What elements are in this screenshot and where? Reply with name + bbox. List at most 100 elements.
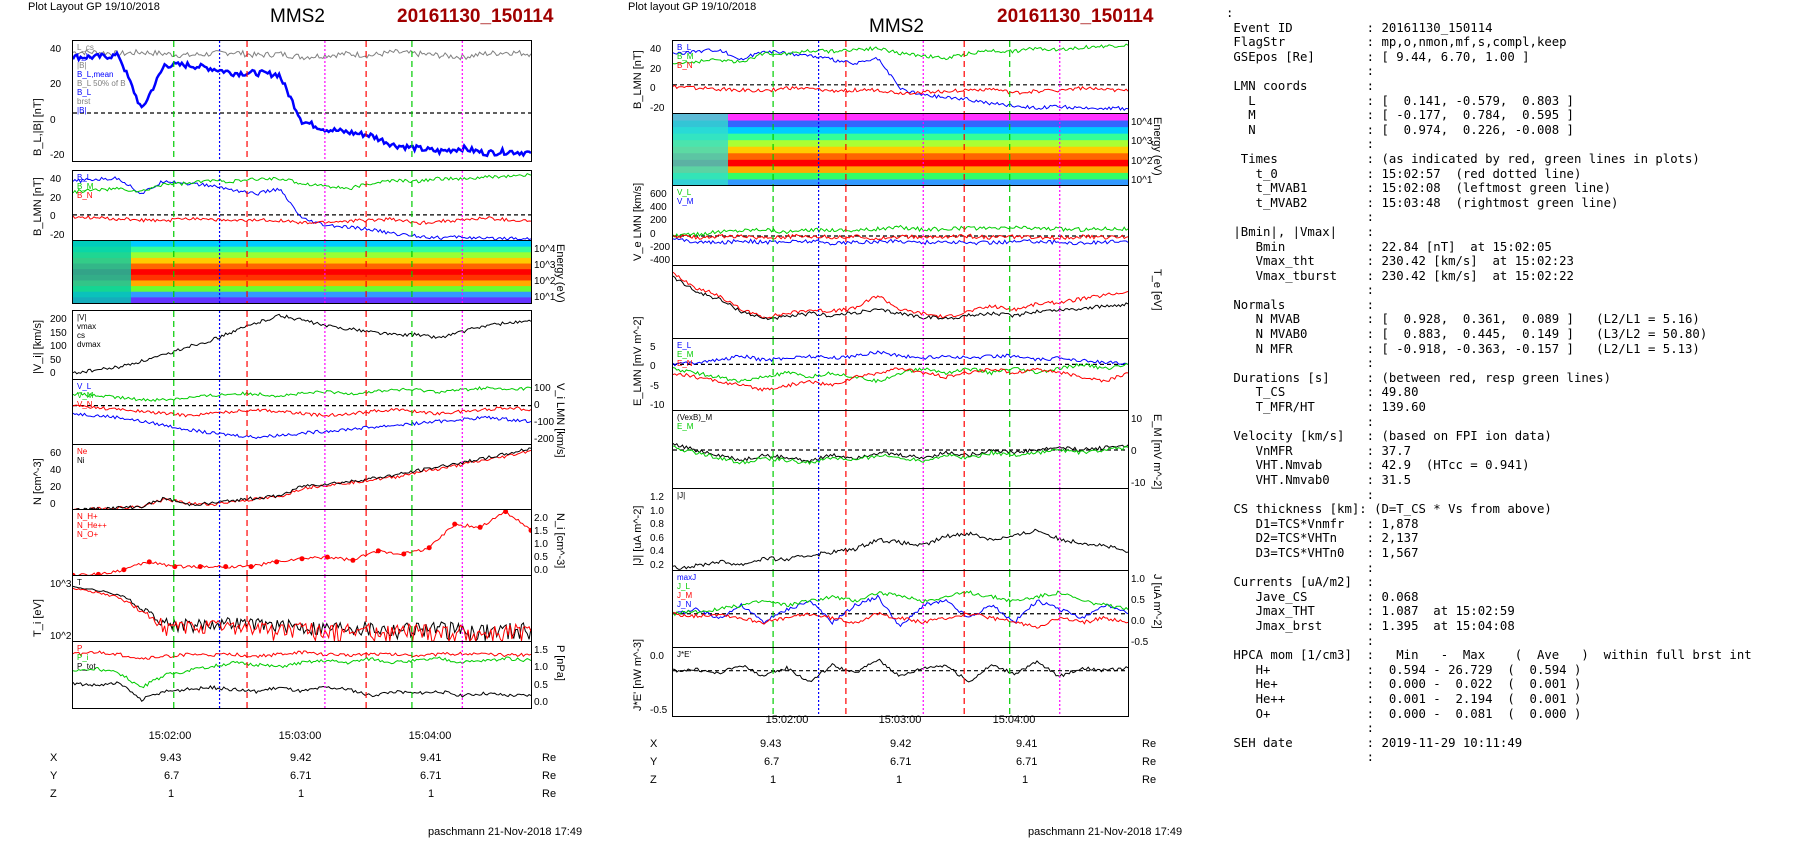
panel-plot-r5 [673,339,1128,411]
panel-l8: T [72,575,532,643]
y-tick-label: 200 [50,314,67,325]
spectrogram-band [73,263,531,271]
legend-entry: maxJ [677,573,697,582]
data-point [223,564,229,570]
legend-entry: J_L [677,582,690,591]
y-axis-label: N [cm^-3] [32,458,44,505]
panel-plot-l4 [73,311,531,379]
series-line-b-l [73,176,531,241]
spectrogram-band [673,140,1128,148]
summary-line: Velocity [km/s] : (based on FPI ion data… [1226,429,1552,444]
summary-line: H+ : 0.594 - 26.729 ( 0.594 ) [1226,662,1582,677]
panel-legend: E_L E_M E_N [677,341,693,368]
y-tick-label: 0.5 [1131,595,1145,606]
summary-line: M : [ -0.177, 0.784, 0.595 ] [1226,108,1574,123]
spectrogram-band [73,274,531,282]
summary-line: N MVAB0 : [ 0.883, 0.445, 0.149 ] (L3/L2… [1226,327,1708,342]
summary-line: Event ID : 20161130_150114 [1226,20,1493,35]
series-line-p-tot [73,681,531,703]
left-coord-y-3: 6.71 [420,770,442,782]
left-xtick-3: 15:04:00 [408,730,452,742]
y-tick-label: -5 [650,380,659,392]
panel-l7: N_H+ N_He++ N_O+ [72,509,532,577]
series-line-p [73,650,531,660]
y-tick-label: -20 [50,230,65,241]
summary-line: D2=TCS*VHTn : 2,137 [1226,531,1419,546]
panel-legend: B_L B_M B_N [677,43,693,70]
panel-plot-r7 [673,489,1128,571]
panel-legend: V_L V_M [677,188,693,206]
legend-entry: J_M [677,591,693,600]
panel-legend: B_L B_M B_N [77,173,93,200]
left-coord-y-1: 6.7 [164,770,180,782]
y-axis-label: J [uA m^-2] [1151,574,1163,629]
spectrogram-band [73,246,531,254]
legend-entry: N_He++ [77,521,107,530]
y-tick-label: 20 [650,63,662,75]
panel-r8: maxJ J_L J_M J_N [672,570,1129,649]
legend-entry: Ne [77,447,88,456]
summary-line: Vmax_tburst : 230.42 [km/s] at 15:02:22 [1226,268,1574,283]
y-tick-label: 10^4 [534,244,556,255]
y-tick-label: 2.0 [534,513,548,524]
right-coord-x-unit: Re [1142,738,1157,750]
data-point [528,527,531,533]
summary-line: SEH date : 2019-11-29 10:11:49 [1226,735,1523,750]
spectrogram-quiet-region [73,241,131,303]
summary-line: t_MVAB1 : 15:02:08 (leftmost green line) [1226,181,1611,196]
spectrogram-band [673,166,1128,174]
data-point [401,551,407,557]
right-xtick-1: 15:02:00 [765,714,809,726]
left-coord-x-2: 9.42 [290,752,312,764]
series-line-p-i [73,656,531,689]
y-axis-label: P [nPa] [554,645,566,681]
panel-plot-r3 [673,186,1128,266]
summary-line: |Bmin|, |Vmax| : [1226,224,1375,239]
y-axis-label: J*E' [nW m^-3] [632,638,644,711]
summary-line: O+ : 0.000 - 0.081 ( 0.000 ) [1226,706,1582,721]
right-event-title: 20161130_150114 [997,6,1154,27]
y-tick-label: 10^2 [534,276,556,287]
panel-plot-r9 [673,648,1128,716]
left-spacecraft-title: MMS2 [270,6,325,27]
data-point [146,559,152,565]
right-coord-x-3: 9.41 [1016,738,1038,750]
right-coord-x-label: X [650,738,658,750]
y-tick-label: 10^1 [1131,175,1153,186]
panel-r9: J*E' [672,647,1129,717]
y-tick-label: -0.5 [1131,637,1149,648]
summary-line: He++ : 0.001 - 2.194 ( 0.001 ) [1226,691,1582,706]
legend-entry: cs [77,331,85,340]
left-coord-z-2: 1 [298,788,305,800]
y-tick-label: 50 [50,354,62,366]
series-line-e-m [673,445,1128,465]
y-tick-label: -200 [534,434,555,445]
y-tick-label: -10 [650,400,665,411]
y-tick-label: 0 [534,400,540,411]
panel-plot-l1 [73,41,531,161]
y-tick-label: 40 [650,44,662,55]
y-tick-label: 100 [534,383,551,394]
panel-r4 [672,265,1129,340]
series-line-v-n [673,233,1128,241]
y-tick-label: -400 [650,255,671,266]
spectrogram-band [673,114,1128,122]
summary-line: : [1226,283,1375,298]
legend-entry: J*E' [677,650,691,659]
summary-line: t_MVAB2 : 15:03:48 (rightmost green line… [1226,195,1619,210]
series-line-t [73,585,531,642]
y-axis-label: |V_i| [km/s] [32,319,44,374]
panel-legend: L_cs L_h |B| B_L,mean B_L 50% of B B_L brst |B| [77,43,126,115]
data-point [197,564,203,570]
series-line--j- [673,528,1128,570]
series-line-b-l [673,48,1128,111]
series-line-ne [73,449,531,510]
spectrogram-band [73,257,531,265]
summary-line: L : [ 0.141, -0.579, 0.803 ] [1226,93,1574,108]
summary-line: Vmax_tht : 230.42 [km/s] at 15:02:23 [1226,254,1574,269]
summary-line: VnMFR : 37.7 [1226,443,1412,458]
y-tick-label: 1.5 [534,526,548,537]
panel-legend: N_H+ N_He++ N_O+ [77,512,107,539]
y-tick-label: 1.5 [534,645,548,656]
summary-line: : [1226,633,1375,648]
